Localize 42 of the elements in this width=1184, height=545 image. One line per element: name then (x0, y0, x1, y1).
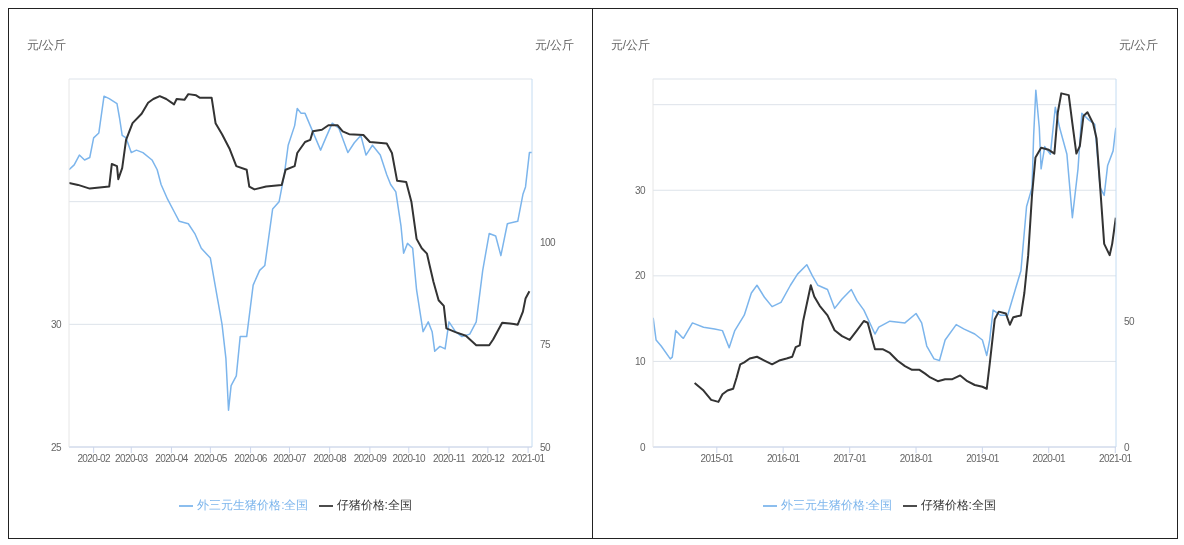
x-tick-label: 2021-01 (511, 453, 546, 465)
x-tick-label: 2020-10 (392, 453, 427, 465)
line-series (693, 92, 1116, 403)
x-tick-label: 2020-07 (273, 453, 307, 465)
legend-label: 外三元生猪价格:全国 (781, 498, 893, 512)
y-axis-title: 元/公斤 (26, 38, 67, 52)
y-tick-label: 30 (51, 318, 63, 330)
legend-label: 外三元生猪价格:全国 (197, 498, 309, 512)
legend-label: 仔猪价格:全国 (336, 498, 412, 512)
legend-label: 仔猪价格:全国 (920, 498, 996, 512)
y2-tick-label: 100 (540, 237, 556, 249)
y-tick-label: 10 (635, 355, 647, 367)
x-tick-label: 2021-01 (1099, 453, 1133, 465)
x-tick-label: 2018-01 (899, 453, 934, 465)
x-tick-label: 2020-01 (1032, 453, 1067, 465)
x-tick-label: 2016-01 (766, 453, 801, 465)
x-tick-label: 2020-03 (115, 453, 149, 465)
x-tick-label: 2017-01 (833, 453, 867, 465)
y2-tick-label: 50 (1124, 315, 1135, 327)
y-tick-label: 0 (640, 441, 647, 453)
x-tick-label: 2020-08 (313, 453, 347, 465)
x-tick-label: 2020-02 (77, 453, 111, 465)
line-series (69, 95, 532, 411)
y2-tick-label: 75 (540, 339, 551, 351)
y2-axis-title: 元/公斤 (1118, 38, 1159, 52)
line-series (69, 93, 531, 347)
y-tick-label: 25 (51, 441, 63, 453)
x-tick-label: 2020-06 (234, 453, 268, 465)
x-tick-label: 2020-12 (471, 453, 506, 465)
y-axis-title: 元/公斤 (610, 38, 651, 52)
y2-tick-label: 0 (1124, 441, 1130, 453)
x-tick-label: 2019-01 (966, 453, 1000, 465)
y2-axis-title: 元/公斤 (534, 38, 575, 52)
y-tick-label: 30 (635, 184, 647, 196)
y2-tick-label: 50 (540, 441, 551, 453)
x-tick-label: 2015-01 (700, 453, 735, 465)
x-tick-label: 2020-11 (433, 453, 466, 465)
x-tick-label: 2020-04 (155, 453, 189, 465)
x-tick-label: 2020-09 (353, 453, 388, 465)
x-tick-label: 2020-05 (194, 453, 228, 465)
line-series (653, 89, 1116, 362)
y-tick-label: 20 (635, 270, 647, 282)
